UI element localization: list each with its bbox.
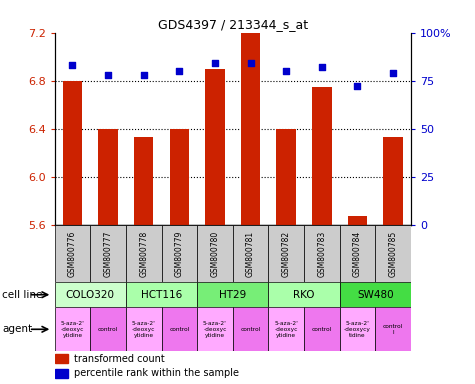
Bar [55,369,68,378]
Text: COLO320: COLO320 [66,290,115,300]
Bar [162,225,197,282]
Bar [276,129,296,225]
Text: control: control [240,327,261,332]
Bar [63,81,82,225]
Point [247,60,255,66]
Point [104,72,112,78]
Text: SW480: SW480 [357,290,394,300]
Bar [162,307,197,351]
Bar [90,225,126,282]
Point [282,68,290,74]
Bar [304,307,340,351]
Bar [98,129,118,225]
Text: control: control [169,327,190,332]
Bar [126,225,162,282]
Point [318,64,326,70]
Text: GSM800780: GSM800780 [210,230,219,276]
Bar [55,354,68,363]
Bar [233,225,268,282]
Text: GSM800781: GSM800781 [246,230,255,276]
Text: agent: agent [2,324,32,334]
Text: control: control [312,327,332,332]
Text: GSM800776: GSM800776 [68,230,77,276]
Point [140,72,147,78]
Text: 5-aza-2'
-deoxycy
tidine: 5-aza-2' -deoxycy tidine [344,321,371,338]
Bar [268,225,304,282]
Text: 5-aza-2'
-deoxyc
ytidine: 5-aza-2' -deoxyc ytidine [274,321,298,338]
Bar [126,282,197,307]
Bar [383,137,403,225]
Bar [304,225,340,282]
Text: 5-aza-2'
-deoxyc
ytidine: 5-aza-2' -deoxyc ytidine [132,321,156,338]
Text: GSM800778: GSM800778 [139,230,148,276]
Bar [197,225,233,282]
Bar [233,307,268,351]
Bar [268,282,340,307]
Text: cell line: cell line [2,290,43,300]
Bar [205,69,225,225]
Bar [90,307,126,351]
Point [176,68,183,74]
Bar [126,307,162,351]
Text: GSM800784: GSM800784 [353,230,362,276]
Bar [55,307,90,351]
Text: GSM800783: GSM800783 [317,230,326,276]
Text: GSM800782: GSM800782 [282,230,291,276]
Bar [340,225,375,282]
Text: percentile rank within the sample: percentile rank within the sample [74,368,239,378]
Bar [375,225,411,282]
Bar [197,307,233,351]
Title: GDS4397 / 213344_s_at: GDS4397 / 213344_s_at [158,18,308,31]
Bar [197,282,268,307]
Text: GSM800785: GSM800785 [389,230,398,276]
Text: control: control [98,327,118,332]
Bar [55,282,126,307]
Bar [312,87,332,225]
Bar [340,307,375,351]
Text: HCT116: HCT116 [141,290,182,300]
Text: transformed count: transformed count [74,354,165,364]
Text: GSM800777: GSM800777 [104,230,113,276]
Point [211,60,218,66]
Bar [340,282,411,307]
Bar [134,137,153,225]
Bar [241,33,260,225]
Text: RKO: RKO [293,290,315,300]
Point [353,83,361,89]
Bar [348,216,367,225]
Bar [170,129,189,225]
Point [390,70,397,76]
Bar [375,307,411,351]
Text: control
l: control l [383,324,403,335]
Text: GSM800779: GSM800779 [175,230,184,276]
Bar [268,307,304,351]
Bar [55,225,90,282]
Text: 5-aza-2'
-deoxyc
ytidine: 5-aza-2' -deoxyc ytidine [203,321,227,338]
Point [68,62,76,68]
Text: HT29: HT29 [219,290,247,300]
Text: 5-aza-2'
-deoxyc
ytidine: 5-aza-2' -deoxyc ytidine [60,321,85,338]
